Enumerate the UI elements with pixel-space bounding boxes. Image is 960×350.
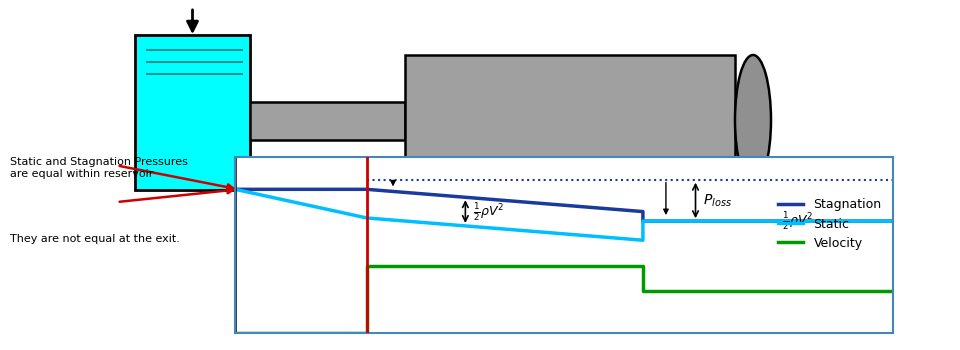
Text: They are not equal at the exit.: They are not equal at the exit.	[10, 234, 180, 245]
Text: $P_{loss}$: $P_{loss}$	[704, 192, 732, 209]
Text: $\frac{1}{2}\rho V^2$: $\frac{1}{2}\rho V^2$	[473, 201, 504, 223]
Bar	[135, 35, 250, 190]
Text: $\frac{1}{2}\rho V^2$: $\frac{1}{2}\rho V^2$	[782, 210, 813, 232]
Bar	[250, 102, 405, 140]
Ellipse shape	[735, 55, 771, 185]
Legend: Stagnation, Static, Velocity: Stagnation, Static, Velocity	[774, 193, 886, 255]
Bar	[405, 55, 735, 185]
Text: Static and Stagnation Pressures
are equal within reservoir: Static and Stagnation Pressures are equa…	[10, 158, 187, 179]
